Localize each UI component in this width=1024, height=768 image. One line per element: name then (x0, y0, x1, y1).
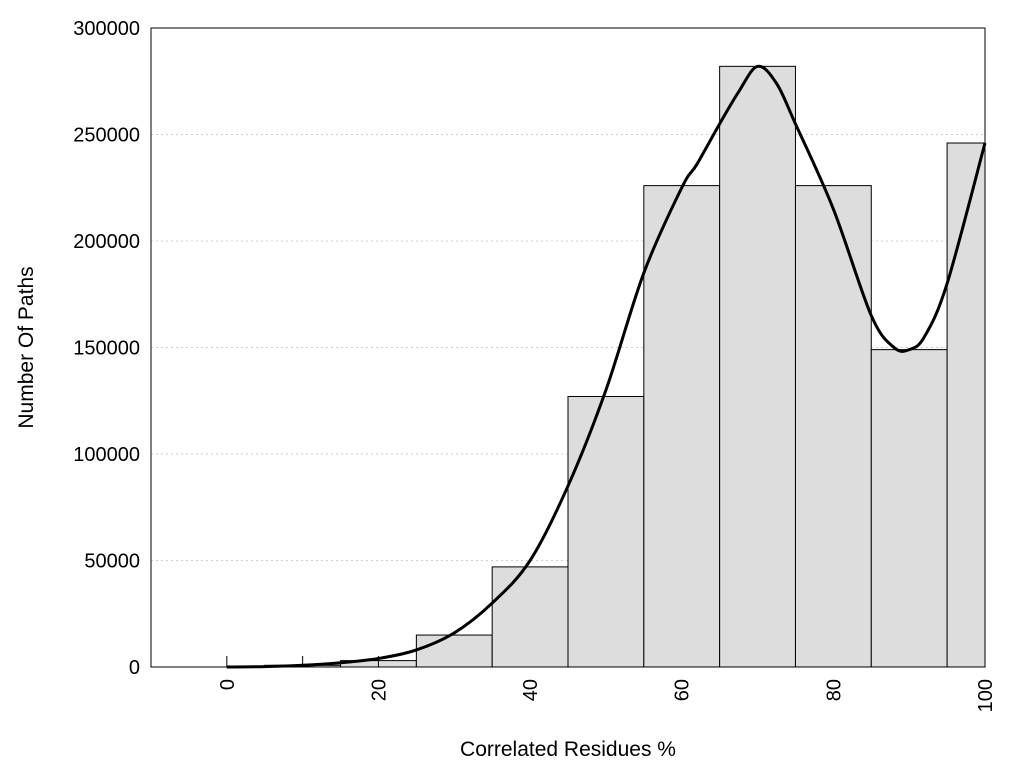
y-tick-label: 100000 (73, 444, 140, 466)
y-tick-label: 300000 (73, 18, 140, 40)
y-tick-label: 50000 (84, 551, 140, 573)
y-tick-label: 200000 (73, 231, 140, 253)
y-axis-label: Number Of Paths (15, 266, 38, 428)
x-tick-label: 80 (823, 679, 845, 701)
x-tick-label: 60 (672, 679, 694, 701)
x-axis-label: Correlated Residues % (460, 738, 676, 761)
histogram-bar (946, 142, 986, 668)
x-tick-label: 40 (520, 679, 542, 701)
x-tick-label: 0 (217, 679, 239, 690)
histogram-bars (226, 65, 986, 668)
histogram-bar (870, 349, 948, 668)
histogram-bar (643, 185, 721, 668)
histogram-bar (567, 395, 645, 668)
density-curve (226, 64, 987, 669)
x-axis-ticks: 0 20 40 60 80 100 (217, 679, 997, 712)
y-tick-label: 0 (129, 657, 140, 679)
y-tick-label: 150000 (73, 338, 140, 360)
y-tick-label: 250000 (73, 125, 140, 147)
histogram-bar (794, 185, 872, 668)
y-axis-ticks: 0 50000 100000 150000 200000 250000 300000 (73, 18, 140, 679)
x-tick-label: 20 (368, 679, 390, 701)
x-tick-label: 100 (975, 679, 997, 712)
plot-frame (150, 27, 986, 668)
histogram-bar (719, 65, 796, 668)
histogram-bar (491, 566, 569, 668)
histogram-bar (415, 634, 493, 668)
